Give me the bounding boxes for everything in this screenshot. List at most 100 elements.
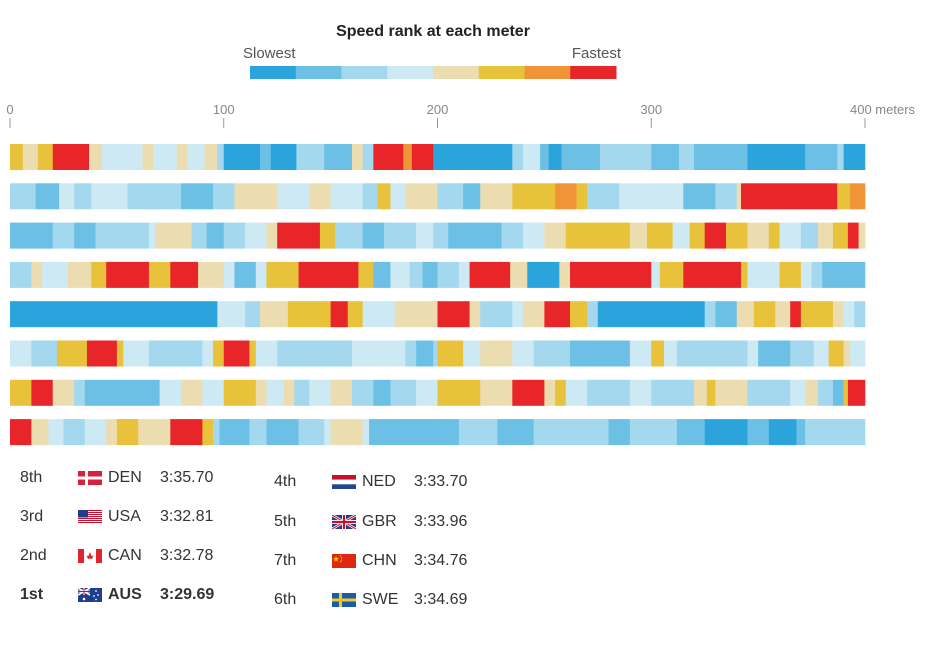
rank-segment <box>779 222 802 249</box>
rank-segment <box>544 301 571 328</box>
legend-low-label: Slowest <box>243 45 296 62</box>
rank-segment <box>576 183 588 210</box>
result-team-code: SWE <box>362 591 399 608</box>
rank-segment <box>659 261 684 288</box>
rank-segment <box>67 261 92 288</box>
rank-segment <box>181 183 214 210</box>
result-place: 3rd <box>20 508 44 525</box>
rank-segment <box>480 379 513 406</box>
rank-segment <box>832 222 849 249</box>
result-team-code: NED <box>362 473 396 490</box>
rank-segment <box>448 222 502 249</box>
rank-segment <box>405 183 438 210</box>
rank-segment <box>217 301 246 328</box>
rank-segment <box>747 340 759 367</box>
rank-segment <box>358 261 374 288</box>
result-time: 3:32.81 <box>160 508 214 525</box>
rank-segment <box>676 419 705 446</box>
rank-segment <box>74 183 92 210</box>
rank-segment <box>512 301 524 328</box>
rank-segment <box>416 340 434 367</box>
rank-segment <box>458 261 470 288</box>
result-team-code: CHN <box>362 552 397 569</box>
result-time: 3:29.69 <box>160 586 215 603</box>
rank-segment <box>747 222 770 249</box>
rank-segment <box>805 379 819 406</box>
rank-segment <box>309 379 331 406</box>
rank-segment <box>270 144 297 170</box>
rank-segment <box>31 340 58 367</box>
rank-segment <box>245 222 267 249</box>
rank-segment <box>59 183 75 210</box>
result-place: 2nd <box>20 547 47 564</box>
rank-segment <box>181 379 203 406</box>
rank-segment <box>437 183 464 210</box>
result-row-den: 8th DEN 3:35.70 <box>20 466 240 490</box>
rank-segment <box>298 261 359 288</box>
rank-segment <box>768 419 797 446</box>
rank-segment <box>223 340 250 367</box>
rank-segment <box>619 183 652 210</box>
rank-segment <box>52 144 90 170</box>
rank-segment <box>390 261 411 288</box>
result-row-chn: 7th CHN 3:34.76 <box>274 549 494 573</box>
flag-aus-icon <box>77 587 102 602</box>
rank-segment <box>91 183 128 210</box>
rank-segment <box>277 340 353 367</box>
result-place: 6th <box>274 591 297 608</box>
rank-segment <box>187 144 205 170</box>
rank-segment <box>266 379 284 406</box>
rank-segment <box>469 301 481 328</box>
legend-swatch <box>387 66 434 79</box>
rank-segment <box>10 301 218 328</box>
rank-segment <box>433 144 513 170</box>
rank-segment <box>629 379 652 406</box>
rank-segment <box>437 301 470 328</box>
rank-segment <box>629 340 652 367</box>
rank-segment <box>847 379 866 406</box>
rank-segment <box>480 340 513 367</box>
result-place: 1st <box>20 586 44 603</box>
result-row-aus: 1st AUS 3:29.69 <box>20 583 240 607</box>
rank-segment <box>704 222 727 249</box>
rank-segment <box>704 419 748 446</box>
result-team-code: CAN <box>108 547 142 564</box>
rank-segment <box>84 379 160 406</box>
rank-segment <box>176 144 188 170</box>
rank-segment <box>747 144 806 170</box>
result-team-code: AUS <box>108 586 142 603</box>
rank-segment <box>334 222 363 249</box>
rank-segment <box>629 419 678 446</box>
rank-segment <box>86 340 118 367</box>
rank-segment <box>433 340 438 367</box>
heatmap-row-gbr <box>10 340 866 367</box>
rank-segment <box>469 261 511 288</box>
rank-segment <box>390 379 417 406</box>
rank-segment <box>324 144 353 170</box>
rank-segment <box>266 222 278 249</box>
rank-segment <box>37 144 54 170</box>
rank-segment <box>260 301 289 328</box>
rank-segment <box>217 144 225 170</box>
rank-segment <box>373 144 404 170</box>
rank-segment <box>555 183 577 210</box>
rank-segment <box>512 379 545 406</box>
rank-segment <box>651 340 665 367</box>
rank-segment <box>800 301 834 328</box>
rank-segment <box>10 261 32 288</box>
rank-segment <box>10 379 32 406</box>
rank-segment <box>106 419 118 446</box>
rank-segment <box>561 144 601 170</box>
heatmap-row-ned <box>10 261 866 288</box>
speed-rank-chart: Speed rank at each meter Slowest Fastest… <box>6 23 916 446</box>
rank-segment <box>159 379 182 406</box>
rank-segment <box>544 222 567 249</box>
rank-segment <box>533 340 571 367</box>
rank-segment <box>587 301 599 328</box>
rank-segment <box>694 144 748 170</box>
legend-swatch <box>250 66 297 79</box>
rank-segment <box>330 183 363 210</box>
rank-segment <box>800 261 812 288</box>
rank-segment <box>116 419 139 446</box>
rank-segment <box>433 222 449 249</box>
